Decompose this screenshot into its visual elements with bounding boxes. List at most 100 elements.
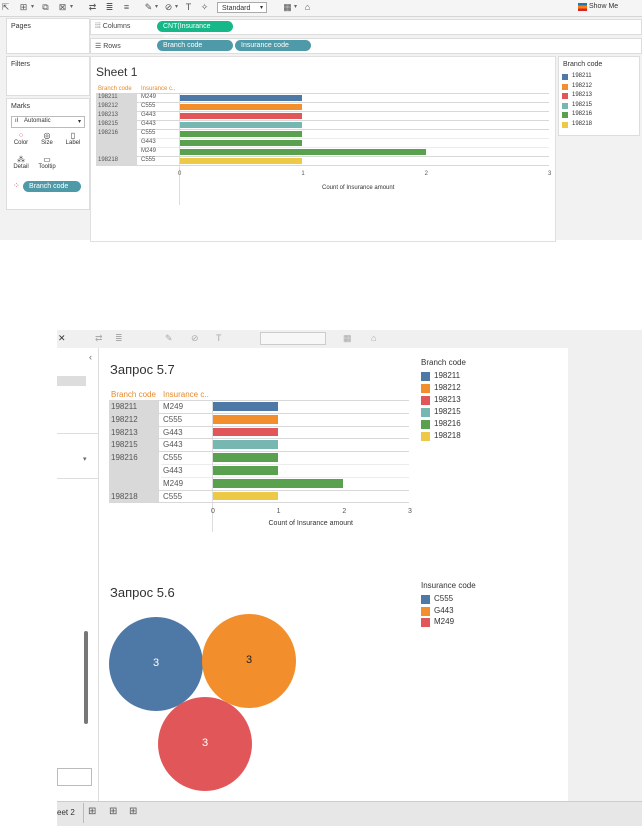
legend-swatch-198218 <box>562 121 568 128</box>
tooltip-icon: ▭ <box>43 155 51 164</box>
sheet1-chart: Branch code Insurance c.. 198211 M249 198212… <box>91 57 555 241</box>
row-insurance-code: M249 <box>141 148 157 154</box>
table-line <box>96 165 549 166</box>
table-row-divider <box>96 120 549 121</box>
chevron-down-icon[interactable]: ▾ <box>155 4 159 10</box>
legend-item-198216: 198216 <box>572 111 593 117</box>
row-branch-code: 198211 <box>111 402 138 411</box>
row-insurance-code: C555 <box>141 103 156 109</box>
rows-shelf[interactable]: ☰ Rows Branch code Insurance code <box>90 38 642 54</box>
row-branch-code: 198218 <box>98 157 119 163</box>
sheet-tab[interactable]: eet 2 <box>57 808 75 817</box>
bubble-label: 3 <box>201 737 209 749</box>
legend-title: Insurance code <box>421 581 476 590</box>
new-story-icon[interactable]: ⊞ <box>129 806 138 817</box>
side-input[interactable] <box>57 768 92 786</box>
legend-item-198213: 198213 <box>572 92 593 98</box>
chart-title-5-6: Запрос 5.6 <box>110 585 175 600</box>
label-icon[interactable]: T <box>216 333 222 343</box>
legend-item-198213: 198213 <box>434 395 461 404</box>
tooltip-card[interactable]: ▭ Tooltip <box>36 155 58 170</box>
chevron-down-icon[interactable]: ▾ <box>70 4 74 10</box>
chevron-down-icon[interactable]: ▾ <box>294 4 298 10</box>
mark-type-select[interactable]: ıl Automatic ▾ <box>11 116 85 128</box>
color-pill-label: Branch code <box>29 183 69 190</box>
swap-icon[interactable]: ⇄ <box>95 333 103 343</box>
bar-198216-C555 <box>212 453 278 462</box>
chevron-down-icon[interactable]: ▾ <box>175 4 179 10</box>
columns-pill[interactable]: CNT(Insurance amou.. <box>157 21 233 41</box>
legend-item-198216: 198216 <box>434 419 461 428</box>
chevron-down-icon: ▾ <box>77 119 81 125</box>
row-insurance-code: C555 <box>163 414 183 424</box>
fit-select[interactable] <box>260 332 326 345</box>
color-pill-branch-code[interactable]: Branch code <box>23 181 81 192</box>
new-sheet-icon[interactable]: ⊞ <box>88 806 97 817</box>
new-sheet-icon[interactable]: ⊞ <box>19 2 28 12</box>
x-tick-label: 2 <box>342 508 347 516</box>
legend-item-M249: M249 <box>434 617 455 626</box>
label-card[interactable]: ▯ Label <box>64 131 82 146</box>
show-me-button[interactable]: Show Me <box>589 3 619 10</box>
bubble-label: 3 <box>245 654 253 666</box>
side-field[interactable] <box>57 376 86 386</box>
sort-ascending-icon[interactable]: ≣ <box>105 2 114 12</box>
chevron-down-icon[interactable]: ▾ <box>83 456 87 463</box>
new-datasource-icon[interactable]: ⇱ <box>1 2 10 12</box>
label-card-label: Label <box>65 140 81 146</box>
detail-card[interactable]: ⁂ Detail <box>11 155 31 170</box>
table-row-divider <box>96 156 549 157</box>
presentation-icon[interactable]: ⌂ <box>371 333 377 343</box>
row-insurance-code: M249 <box>141 94 157 100</box>
rows-pill-branch-code[interactable]: Branch code <box>157 40 233 51</box>
label-icon[interactable]: T <box>185 2 192 12</box>
duplicate-sheet-icon[interactable]: ⧉ <box>42 2 49 12</box>
show-cards-icon[interactable]: ▦ <box>343 333 352 343</box>
rows-pill-insurance-code[interactable]: Insurance code <box>235 40 311 51</box>
legend-item-G443: G443 <box>434 605 454 615</box>
show-me-icon[interactable] <box>578 3 587 11</box>
bubble-M249: 3 <box>158 697 252 791</box>
legend-swatch-198212 <box>421 384 430 393</box>
highlight-icon[interactable]: ✎ <box>165 333 173 343</box>
bar-198212-C555 <box>212 414 278 424</box>
legend-swatch-198216 <box>562 112 568 118</box>
swap-rows-columns-icon[interactable]: ⇄ <box>88 2 97 12</box>
group-icon[interactable]: ⊘ <box>164 2 173 12</box>
legend-item-198215: 198215 <box>434 407 461 416</box>
bar-198211-M249 <box>179 94 303 101</box>
bar-icon: ıl <box>15 118 18 124</box>
columns-shelf[interactable]: ⁞⁞⁞ Columns CNT(Insurance amou.. <box>90 19 642 41</box>
color-card[interactable]: ⁘ Color <box>13 131 29 146</box>
dashboard-side-panel: ‹ ▾ <box>57 348 99 820</box>
row-branch-code: 198218 <box>111 491 138 501</box>
pin-icon[interactable]: ✧ <box>200 2 209 12</box>
table-row-divider <box>96 111 549 112</box>
highlight-icon[interactable]: ✎ <box>144 2 153 12</box>
row-branch-code: 198213 <box>98 112 119 118</box>
color-card-label: Color <box>13 140 29 146</box>
scrollbar-thumb[interactable] <box>84 631 88 724</box>
legend-item-198211: 198211 <box>572 73 592 79</box>
clear-sheet-icon[interactable]: ⊠ <box>58 2 67 12</box>
new-dashboard-icon[interactable]: ⊞ <box>109 806 118 817</box>
fit-select[interactable]: Standard ▾ <box>217 2 267 13</box>
close-icon[interactable]: ✕ <box>58 333 66 343</box>
chevron-down-icon[interactable]: ▾ <box>31 4 35 10</box>
legend-item-C555: C555 <box>434 594 454 603</box>
legend-swatch-C555 <box>421 595 430 604</box>
sort-descending-icon[interactable]: ≡ <box>123 2 130 12</box>
bar-198213-G443 <box>179 112 303 119</box>
group-icon[interactable]: ⊘ <box>191 333 199 343</box>
presentation-icon[interactable]: ⌂ <box>304 2 311 12</box>
row-insurance-code: C555 <box>163 491 183 501</box>
size-card[interactable]: ◎ Size <box>39 131 55 146</box>
sort-icon[interactable]: ≣ <box>115 333 123 343</box>
legend-title: Branch code <box>563 61 603 68</box>
table-row-divider <box>109 489 409 491</box>
chevron-left-icon[interactable]: ‹ <box>89 352 92 362</box>
table-row-divider <box>161 476 409 478</box>
table-row-divider <box>96 102 549 103</box>
bubble-chart-5-6: 3 3 3 Insurance code C555 G443 M249 <box>99 348 568 801</box>
show-cards-icon[interactable]: ▦ <box>283 2 292 12</box>
